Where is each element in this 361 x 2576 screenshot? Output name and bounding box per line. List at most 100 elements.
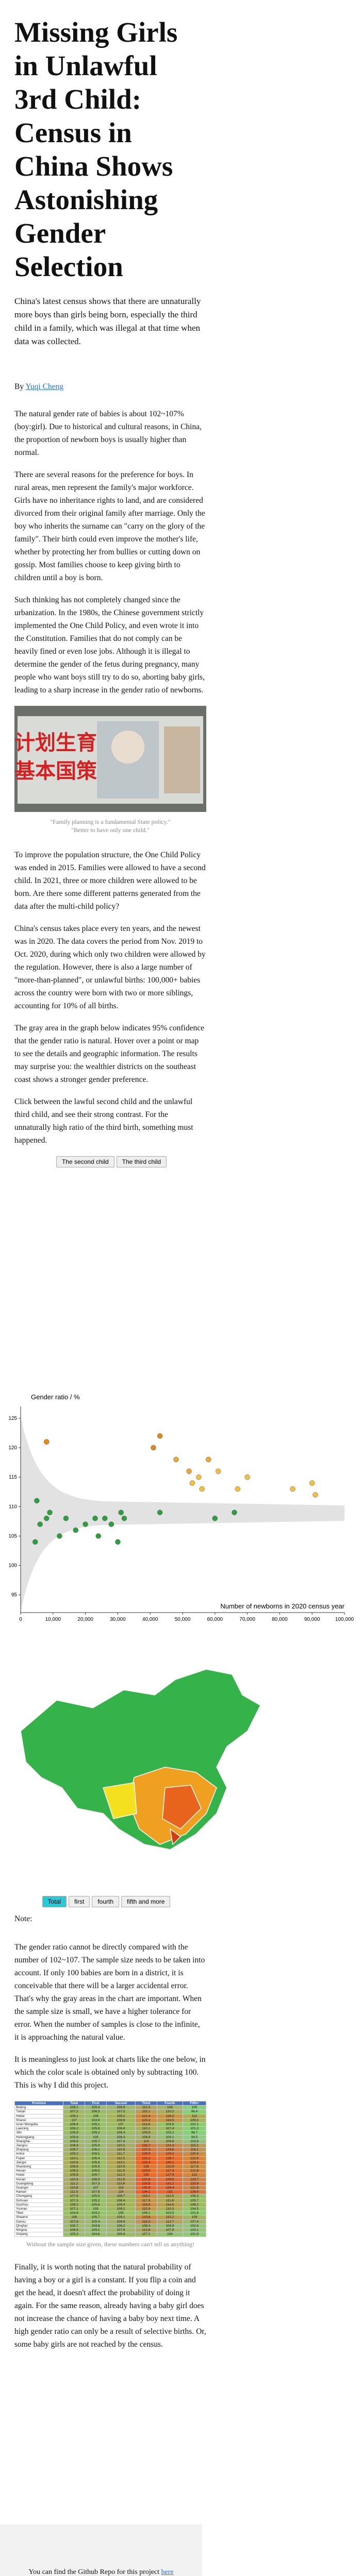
- point[interactable]: [313, 1492, 318, 1498]
- table-cell: 122: [182, 2173, 207, 2178]
- table-cell: 103.2: [156, 2130, 183, 2136]
- point[interactable]: [121, 1515, 127, 1521]
- point[interactable]: [32, 1539, 38, 1545]
- point[interactable]: [189, 1480, 195, 1486]
- table-cell: 105.8: [85, 2164, 107, 2170]
- table-cell: 104.6: [63, 2211, 86, 2216]
- table-cell: 107.4: [182, 2219, 207, 2224]
- map-region[interactable]: [162, 1785, 202, 1829]
- table-cell: Gansu: [14, 2219, 64, 2224]
- point[interactable]: [63, 1515, 69, 1521]
- table-cell: Ningxia: [14, 2228, 64, 2233]
- table-cell: 108.1: [106, 2207, 136, 2212]
- table-cell: 113.6: [106, 2181, 136, 2187]
- x-tick-label: 100,000: [335, 1617, 354, 1622]
- table-row: Tianjin 107.2 106.3 107.5 115.1 110.2 96.4: [14, 2109, 207, 2114]
- table-row: Jiangsu 108.4 105.9 110.2 125.7 121.3 115.2: [14, 2143, 207, 2148]
- table-cell: 118.2: [135, 2194, 157, 2199]
- table-cell: 111.9: [106, 2168, 136, 2174]
- table-row: Qinghai 105.7 104.8 106.2 108.4 104.9 102.6: [14, 2223, 207, 2229]
- table-cell: 105: [106, 2211, 136, 2216]
- table-row: Guangxi 110.8 107 113 130.9 128.4 121.6: [14, 2185, 207, 2191]
- table-cell: 127.3: [156, 2168, 183, 2174]
- map-region[interactable]: [169, 1828, 182, 1845]
- table-cell: 107.9: [156, 2228, 183, 2233]
- point[interactable]: [118, 1510, 124, 1515]
- point[interactable]: [37, 1521, 43, 1527]
- author-link[interactable]: Yuqi Cheng: [25, 382, 64, 391]
- table-cell: 114: [135, 2139, 157, 2144]
- repo-link[interactable]: here: [161, 2568, 174, 2576]
- point[interactable]: [95, 1533, 101, 1539]
- table-cell: 108.4: [63, 2143, 86, 2148]
- table-row: Liaoning 106.2 105.6 106.8 110.1 107.4 101.3: [14, 2126, 207, 2131]
- point[interactable]: [205, 1456, 211, 1463]
- toggle-button[interactable]: The third child: [116, 1156, 167, 1167]
- map-region[interactable]: [103, 1782, 137, 1819]
- table-row: Shanxi 107 104.9 108.6 120.2 116.5 109.3: [14, 2117, 207, 2123]
- table-cell: 106.4: [63, 2122, 86, 2127]
- table-cell: 107.6: [63, 2194, 86, 2199]
- table-cell: 103.5: [156, 2211, 183, 2216]
- table-cell: 116.5: [156, 2117, 183, 2123]
- point[interactable]: [232, 1510, 237, 1515]
- table-header-cell: Third: [135, 2100, 157, 2106]
- table-cell: 117.5: [135, 2198, 157, 2203]
- point[interactable]: [57, 1533, 62, 1539]
- point[interactable]: [212, 1515, 218, 1521]
- point[interactable]: [73, 1527, 79, 1533]
- point[interactable]: [92, 1515, 98, 1521]
- table-cell: 112.8: [135, 2228, 157, 2233]
- map-button[interactable]: Total: [42, 1896, 67, 1907]
- point[interactable]: [151, 1445, 156, 1451]
- table-cell: 125.9: [182, 2181, 207, 2187]
- point[interactable]: [290, 1486, 296, 1492]
- table-cell: Jiangsu: [14, 2143, 64, 2148]
- map-button[interactable]: fourth: [92, 1896, 119, 1907]
- table-cell: 110.1: [63, 2156, 86, 2161]
- point[interactable]: [43, 1515, 50, 1521]
- paragraphs: The gender ratio cannot be directly comp…: [14, 1941, 206, 2092]
- y-axis-label: Gender ratio / %: [31, 1393, 80, 1401]
- point[interactable]: [83, 1521, 88, 1527]
- table-cell: 109.1: [106, 2215, 136, 2220]
- point[interactable]: [108, 1521, 114, 1527]
- point[interactable]: [244, 1474, 250, 1480]
- map-buttons: Total first fourth fifth and more: [25, 1896, 190, 1907]
- point[interactable]: [47, 1510, 53, 1515]
- point[interactable]: [34, 1498, 40, 1504]
- point[interactable]: [235, 1486, 241, 1492]
- table-cell: 106.4: [106, 2130, 136, 2136]
- point[interactable]: [215, 1468, 221, 1474]
- toggle-button[interactable]: The second child: [56, 1156, 114, 1167]
- table-cell: 105.6: [85, 2202, 107, 2208]
- table-cell: 109.4: [106, 2202, 136, 2208]
- map-button[interactable]: fifth and more: [121, 1896, 171, 1907]
- table-cell: 109.2: [106, 2113, 136, 2119]
- table-cell: 125.7: [135, 2143, 157, 2148]
- table-row: Shanghai 106.5 105.7 107.4 114 109.6 103.8: [14, 2139, 207, 2144]
- point[interactable]: [173, 1456, 179, 1463]
- table-cell: 106.1: [63, 2105, 86, 2110]
- table-cell: 112.8: [106, 2177, 136, 2182]
- table-row: Chongqing 107.6 105.5 108.7 118.2 112.5 106.3: [14, 2194, 207, 2199]
- table-cell: 106.7: [85, 2173, 107, 2178]
- x-tick-label: 70,000: [239, 1617, 255, 1622]
- point[interactable]: [309, 1480, 315, 1486]
- map-button[interactable]: first: [68, 1896, 90, 1907]
- point[interactable]: [196, 1474, 202, 1480]
- table-cell: Qinghai: [14, 2223, 64, 2229]
- table-cell: 134.1: [135, 2190, 157, 2195]
- table-cell: 105.7: [63, 2223, 86, 2229]
- point[interactable]: [199, 1486, 205, 1492]
- paragraph: The natural gender rate of babies is abo…: [14, 410, 202, 457]
- point[interactable]: [102, 1515, 108, 1521]
- point[interactable]: [115, 1539, 121, 1545]
- table-row: Henan 109.5 106.5 111.9 129.6 127.3 121.8: [14, 2168, 207, 2174]
- point[interactable]: [186, 1468, 192, 1474]
- point[interactable]: [157, 1510, 163, 1515]
- point[interactable]: [157, 1433, 163, 1439]
- point[interactable]: [43, 1439, 50, 1445]
- table-cell: Hubei: [14, 2173, 64, 2178]
- table-header-cell: Total: [63, 2100, 86, 2106]
